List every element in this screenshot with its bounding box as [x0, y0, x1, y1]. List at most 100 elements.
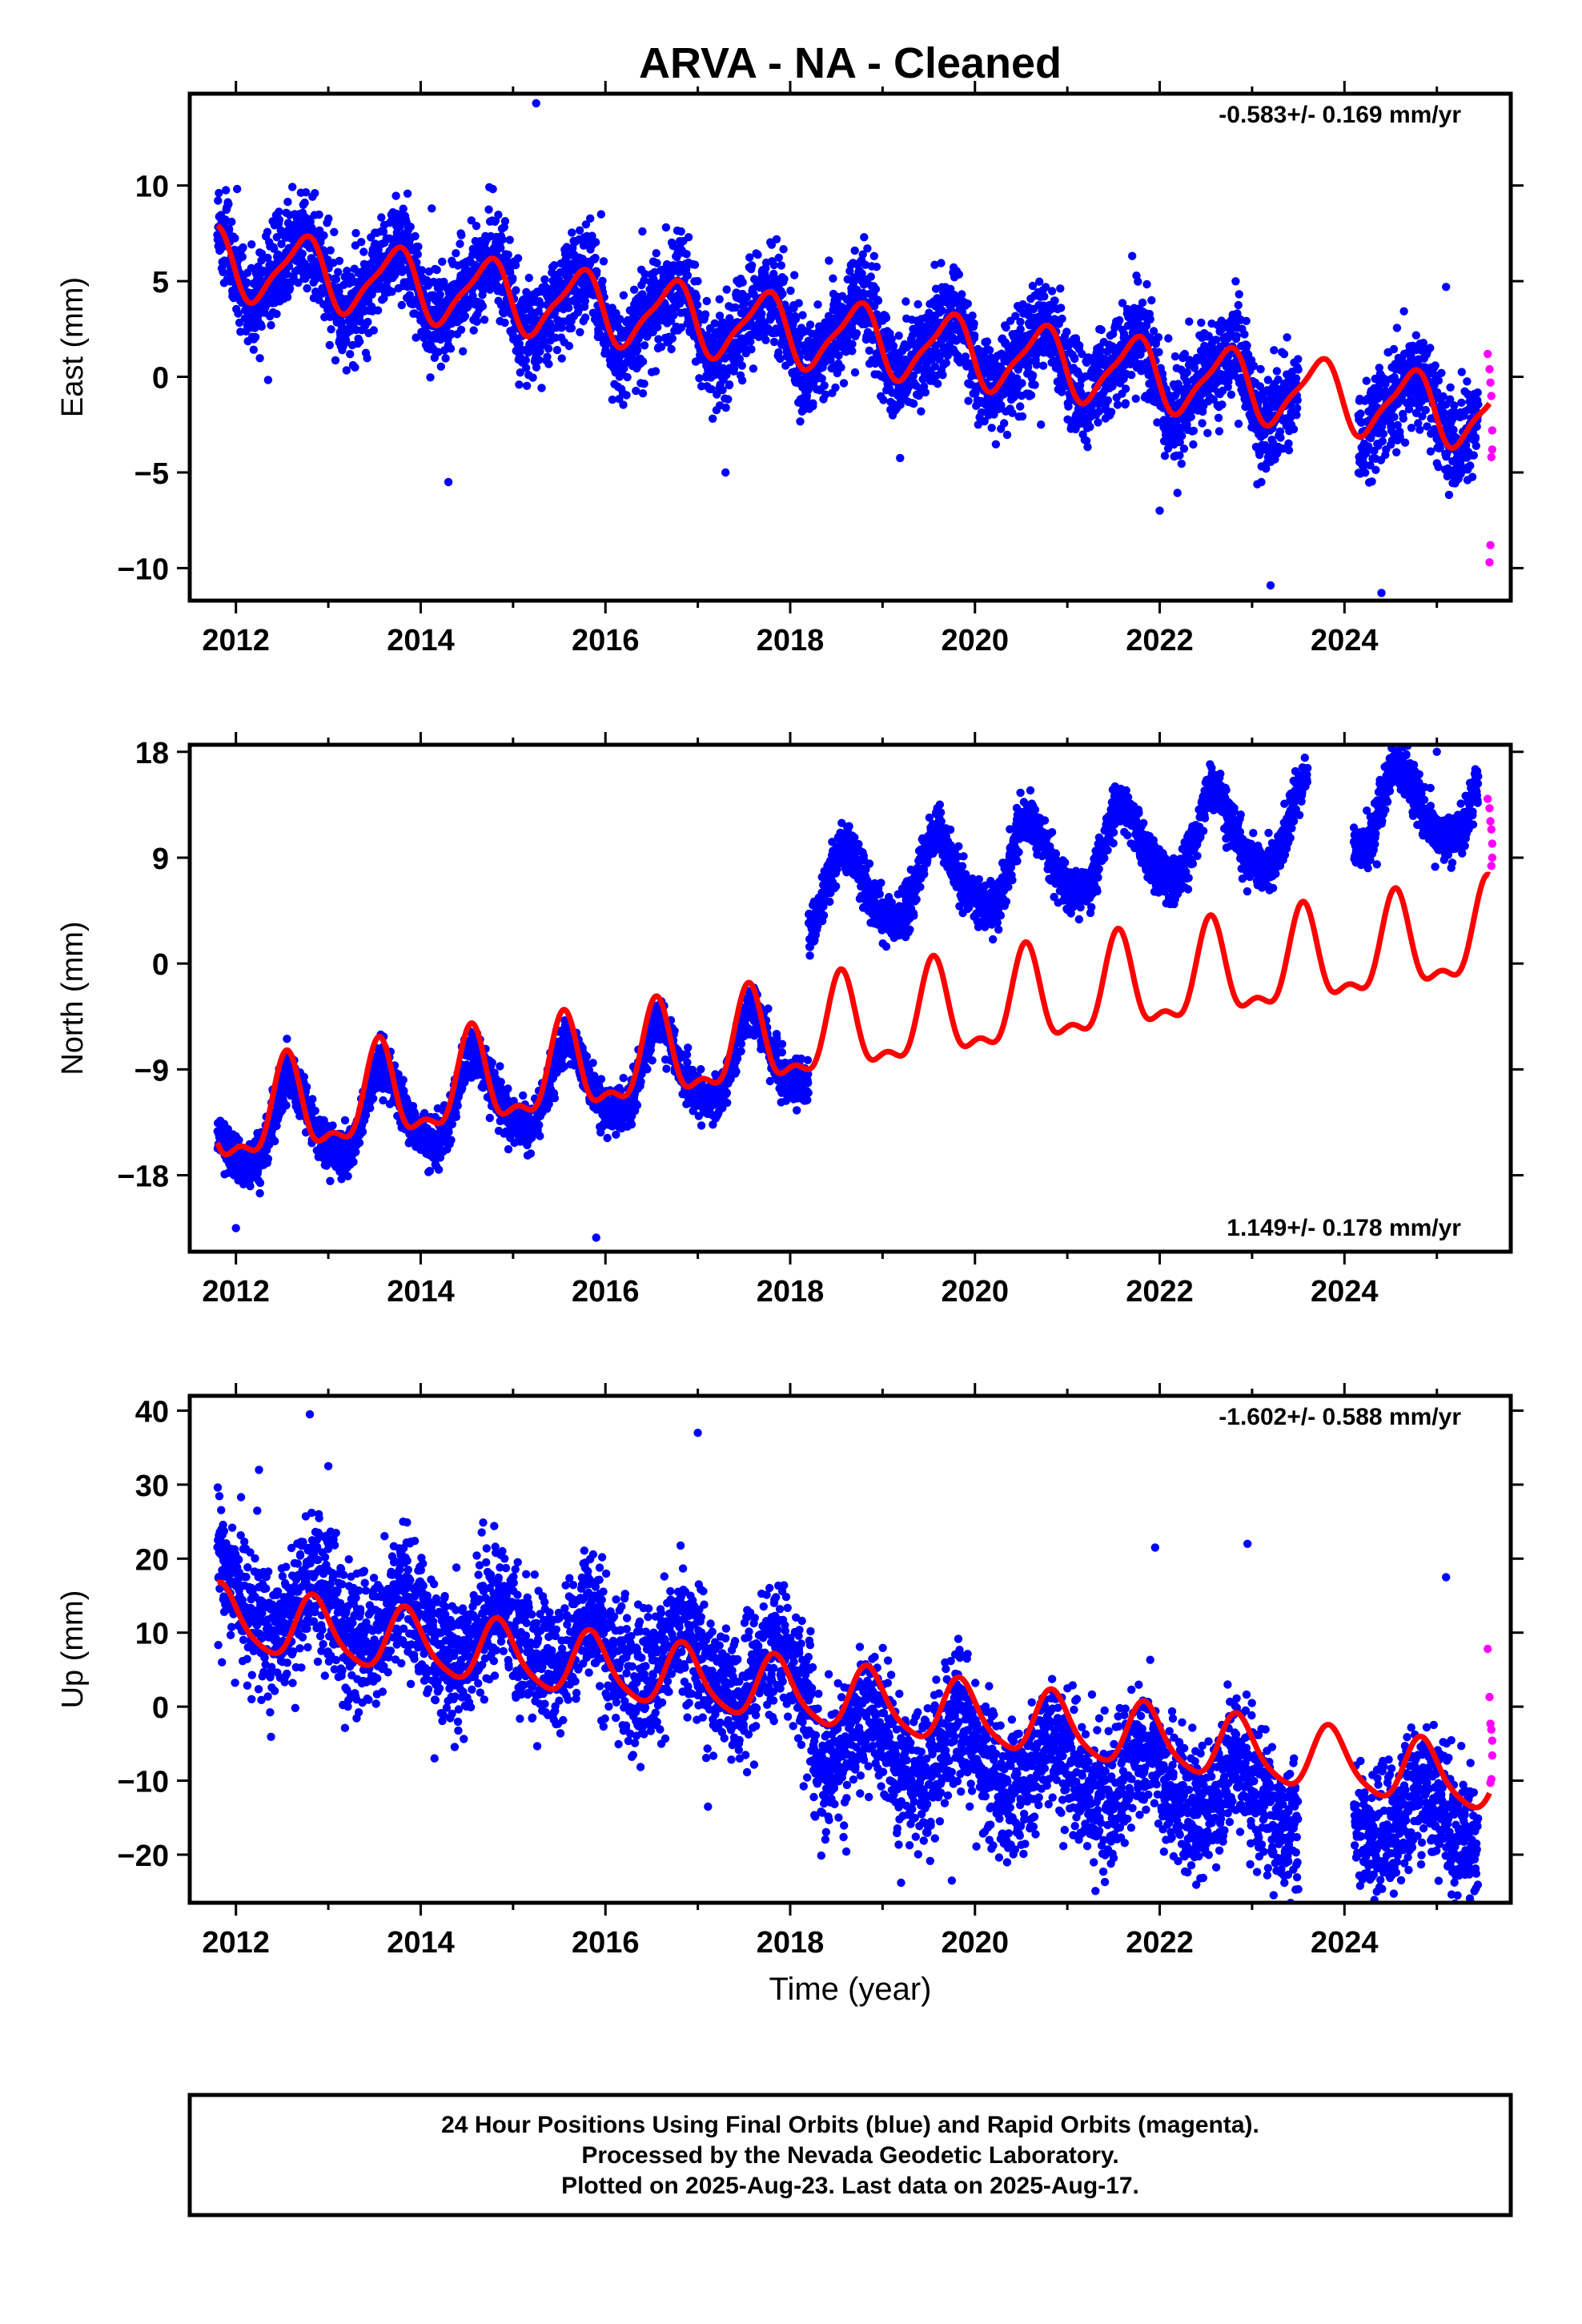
data-point — [249, 345, 258, 354]
data-point — [275, 207, 283, 216]
data-point — [1038, 361, 1048, 370]
data-point — [1399, 414, 1408, 423]
data-point — [871, 284, 881, 294]
data-point — [629, 285, 639, 294]
data-point — [661, 223, 671, 232]
data-point — [224, 199, 233, 209]
data-point — [1431, 361, 1439, 370]
data-point — [1113, 400, 1122, 409]
data-point — [1178, 432, 1186, 440]
data-point — [640, 341, 649, 350]
data-point — [457, 231, 466, 239]
data-point — [363, 317, 372, 327]
data-point — [608, 395, 617, 404]
rapid-point — [1484, 349, 1492, 359]
data-point — [508, 274, 517, 283]
data-point — [214, 196, 223, 205]
data-point — [283, 197, 292, 207]
data-point — [1473, 388, 1482, 397]
data-point — [456, 239, 464, 248]
data-point — [1474, 400, 1483, 409]
outlier-point — [1155, 506, 1164, 515]
data-point — [668, 334, 677, 343]
data-point — [524, 273, 533, 283]
data-point — [257, 256, 266, 265]
data-point — [267, 320, 275, 330]
data-point — [1293, 396, 1302, 404]
data-point — [1439, 408, 1448, 417]
data-point — [391, 191, 400, 200]
data-point — [640, 275, 648, 285]
data-point — [1106, 408, 1116, 416]
data-point — [970, 319, 978, 328]
data-point — [1154, 333, 1163, 342]
data-point — [592, 267, 601, 276]
data-point — [521, 356, 530, 364]
data-point — [251, 332, 260, 342]
data-point — [1177, 459, 1186, 468]
data-point — [319, 231, 328, 240]
data-point — [1115, 316, 1124, 325]
data-point — [872, 263, 881, 271]
data-point — [377, 213, 386, 222]
data-point — [592, 238, 600, 247]
data-point — [640, 380, 648, 388]
data-point — [315, 210, 323, 219]
data-point — [1379, 429, 1388, 438]
rapid-point — [1488, 445, 1497, 454]
data-point — [1094, 418, 1102, 427]
data-point — [987, 424, 996, 432]
data-point — [921, 388, 930, 397]
data-point — [234, 309, 243, 318]
data-point — [357, 238, 366, 247]
data-point — [403, 189, 412, 198]
data-point — [651, 367, 661, 376]
data-point — [1235, 290, 1243, 299]
data-point — [991, 440, 1001, 448]
data-point — [441, 354, 450, 363]
data-point — [573, 297, 582, 306]
data-point — [1362, 376, 1371, 385]
data-point — [652, 249, 661, 258]
rapid-point — [1485, 364, 1494, 374]
data-point — [652, 259, 661, 267]
data-point — [850, 368, 860, 377]
data-point — [552, 345, 562, 355]
data-point — [747, 345, 756, 354]
data-point — [839, 379, 849, 388]
data-point — [227, 217, 236, 227]
data-point — [311, 189, 319, 198]
data-point — [942, 358, 951, 368]
data-point — [805, 320, 815, 329]
data-point — [221, 215, 230, 224]
data-point — [456, 325, 466, 334]
data-point — [693, 276, 702, 286]
data-point — [355, 337, 364, 346]
data-point — [1392, 448, 1401, 456]
data-point — [460, 312, 470, 320]
data-point — [786, 286, 795, 296]
data-point — [351, 363, 359, 372]
data-point — [247, 263, 256, 272]
data-point — [1050, 296, 1059, 305]
data-point — [938, 371, 947, 380]
data-point — [968, 312, 977, 320]
data-point — [513, 254, 523, 263]
data-point — [1002, 430, 1012, 440]
data-point — [654, 335, 663, 344]
data-point — [1186, 412, 1195, 421]
outlier-point — [444, 477, 453, 487]
data-point — [1292, 404, 1302, 412]
data-point — [1450, 401, 1459, 410]
data-point — [544, 360, 553, 368]
rapid-point — [1485, 558, 1494, 567]
data-point — [825, 256, 833, 265]
data-point — [459, 347, 468, 356]
data-point — [1154, 348, 1163, 356]
data-point — [619, 291, 628, 300]
data-point — [532, 363, 541, 372]
data-point — [426, 373, 435, 382]
data-point — [964, 396, 973, 405]
data-point — [715, 295, 724, 304]
